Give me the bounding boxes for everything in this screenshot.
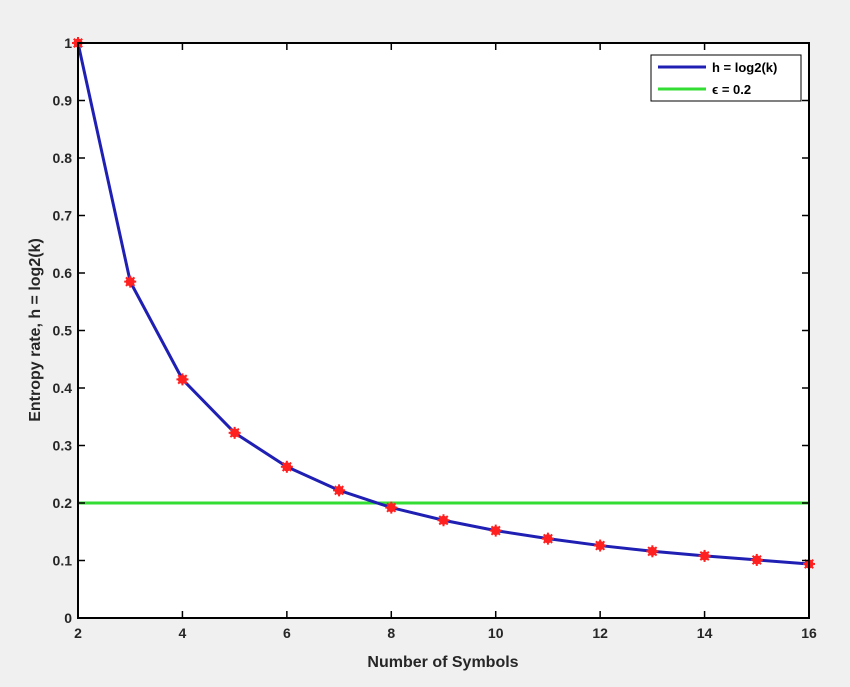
x-tick-label: 10 [488,625,504,641]
data-point-marker [280,460,293,473]
x-tick-label: 2 [74,625,82,641]
data-point-marker [124,275,137,288]
legend-box [650,54,802,102]
y-tick-label: 0.5 [53,323,73,339]
y-tick-label: 0 [64,610,72,626]
y-tick-label: 1 [64,35,72,51]
x-tick-label: 4 [179,625,187,641]
y-tick-label: 0.2 [53,495,73,511]
tick-layer: 2 4 6 8 10 12 14 16 0 0.1 0.2 0.3 0.4 0.5 0.6 0.7 0.8 0.9… [53,35,817,641]
data-point-marker [228,426,241,439]
data-point-marker [750,553,763,566]
data-point-marker [698,549,711,562]
series-layer [72,37,815,570]
plot-area [78,43,809,618]
data-point-marker [594,539,607,552]
y-tick-label: 0.8 [53,150,73,166]
data-point-marker [437,514,450,527]
y-axis-label: Entropy rate, h = log2(k) [27,238,44,422]
x-tick-label: 6 [283,625,291,641]
y-tick-label: 0.4 [53,380,73,396]
y-tick-label: 0.6 [53,265,73,281]
y-tick-label: 0.1 [53,553,73,569]
legend-label-h: h = log2(k) [712,60,777,75]
data-point-marker [176,373,189,386]
legend: h = log2(k) ϵ = 0.2 [650,54,802,102]
x-axis-label: Number of Symbols [367,654,518,671]
x-tick-label: 16 [801,625,817,641]
x-tick-label: 8 [387,625,395,641]
data-point-marker [646,545,659,558]
y-tick-label: 0.3 [53,438,73,454]
data-point-marker [333,484,346,497]
data-point-marker [541,532,554,545]
legend-label-epsilon: ϵ = 0.2 [712,82,751,97]
x-tick-label: 12 [592,625,608,641]
data-point-marker [489,524,502,537]
x-tick-label: 14 [697,625,713,641]
y-tick-label: 0.9 [53,93,73,109]
data-point-marker [385,501,398,514]
y-tick-label: 0.7 [53,208,73,224]
